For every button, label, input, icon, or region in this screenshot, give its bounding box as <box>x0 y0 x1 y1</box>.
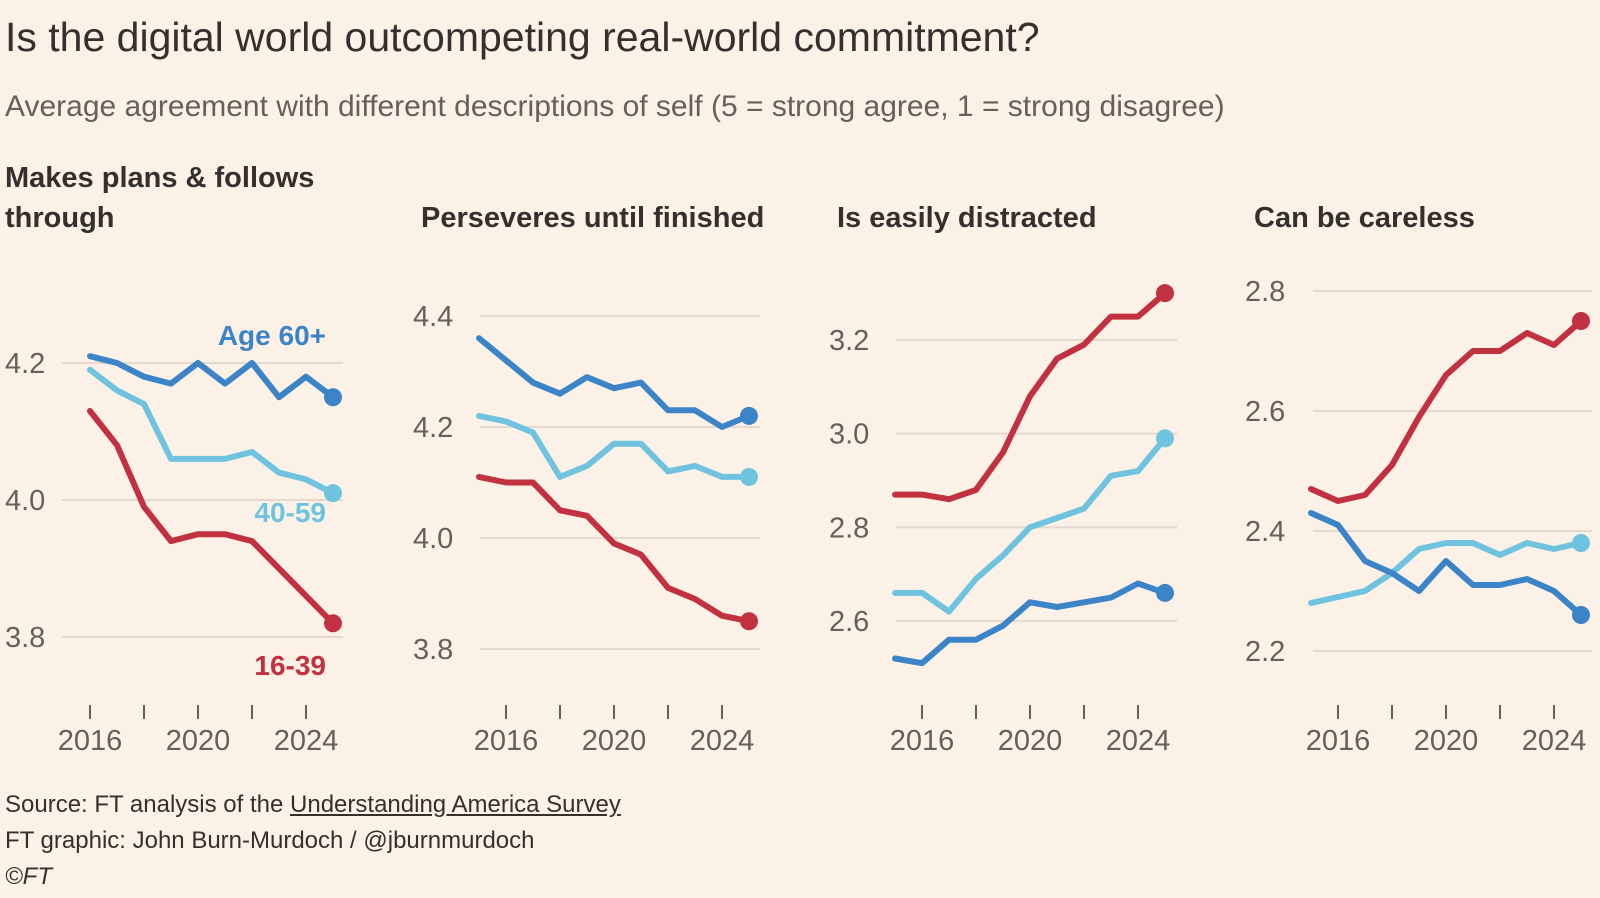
y-tick-label: 2.2 <box>1245 636 1285 668</box>
series-line-age-60- <box>87 353 336 401</box>
y-tick-label: 2.6 <box>829 606 869 638</box>
panel-title-distracted: Is easily distracted <box>837 202 1097 234</box>
y-tick-label: 4.2 <box>5 348 45 380</box>
endpoint-marker <box>324 614 342 633</box>
panel-4: 2.2 2.4 2.6 2.8 2016 2020 2024 <box>1245 276 1592 757</box>
x-tick-label: 2024 <box>274 725 339 757</box>
endpoint-marker <box>324 388 342 407</box>
y-tick-label: 4.4 <box>413 301 453 333</box>
series-label-16-39: 16-39 <box>254 650 326 681</box>
series-line-age-60- <box>1308 510 1584 618</box>
y-tick-label: 4.0 <box>413 523 453 555</box>
series-line-40-59 <box>892 435 1168 615</box>
panel-title-plans: Makes plans & follows through <box>5 162 315 234</box>
endpoint-marker <box>740 406 758 425</box>
source-link[interactable]: Understanding America Survey <box>290 791 621 818</box>
series-line-16-39 <box>1308 318 1584 504</box>
panel-title-perseveres: Perseveres until finished <box>421 202 765 234</box>
x-tick-label: 2024 <box>1522 725 1587 757</box>
series-line-16-39 <box>87 408 336 627</box>
y-tick-label: 2.8 <box>829 512 869 544</box>
endpoint-marker <box>324 484 342 503</box>
series-line-age-60- <box>476 335 752 430</box>
series-line-40-59 <box>476 412 752 480</box>
x-tick-label: 2024 <box>690 725 755 757</box>
series-line-40-59 <box>1308 540 1584 606</box>
series-line-16-39 <box>476 473 752 625</box>
chart-subtitle: Average agreement with different descrip… <box>5 90 1225 123</box>
x-tick-label: 2020 <box>582 725 647 757</box>
y-tick-label: 2.8 <box>1245 276 1285 308</box>
x-tick-label: 2016 <box>474 725 539 757</box>
endpoint-marker <box>1572 312 1590 330</box>
series-label-40-59: 40-59 <box>254 497 326 528</box>
x-tick-label: 2020 <box>166 725 231 757</box>
panel-title-careless: Can be careless <box>1254 202 1475 234</box>
x-tick-label: 2016 <box>58 725 123 757</box>
x-tick-label: 2024 <box>1106 725 1171 757</box>
x-tick-label: 2020 <box>1414 725 1479 757</box>
y-tick-label: 2.6 <box>1245 396 1285 428</box>
x-tick-label: 2016 <box>890 725 955 757</box>
x-tick-label: 2020 <box>998 725 1063 757</box>
endpoint-marker <box>1156 583 1174 602</box>
series-line-16-39 <box>892 290 1168 503</box>
credit-note: FT graphic: John Burn-Murdoch / @jburnmu… <box>5 827 535 854</box>
y-tick-label: 3.0 <box>829 419 869 451</box>
source-note: Source: FT analysis of the Understanding… <box>5 791 621 819</box>
y-tick-label: 3.2 <box>829 325 869 357</box>
endpoint-marker <box>1572 534 1590 552</box>
panel-3: 2.6 2.8 3.0 3.2 2016 2020 2024 <box>829 284 1177 757</box>
endpoint-marker <box>1156 429 1174 448</box>
endpoint-marker <box>740 467 758 486</box>
y-tick-label: 2.4 <box>1245 516 1285 548</box>
series-line-age-60- <box>892 580 1168 667</box>
series-label-60plus: Age 60+ <box>218 320 326 351</box>
x-tick-label: 2016 <box>1306 725 1371 757</box>
endpoint-marker <box>740 612 758 631</box>
y-tick-label: 4.0 <box>5 485 45 517</box>
panel-2: 3.8 4.0 4.2 4.4 2016 2020 2024 <box>413 301 760 757</box>
endpoint-marker <box>1156 284 1174 303</box>
source-prefix: Source: FT analysis of the <box>5 791 291 818</box>
panel-1: 3.8 4.0 4.2 2016 2020 2024 <box>5 348 343 757</box>
y-tick-label: 3.8 <box>413 634 453 666</box>
chart-title: Is the digital world outcompeting real-w… <box>5 14 1040 60</box>
y-tick-label: 4.2 <box>413 412 453 444</box>
endpoint-marker <box>1572 606 1590 624</box>
y-tick-label: 3.8 <box>5 622 45 654</box>
copyright-note: ©FT <box>5 863 53 890</box>
series-line-40-59 <box>87 366 336 497</box>
